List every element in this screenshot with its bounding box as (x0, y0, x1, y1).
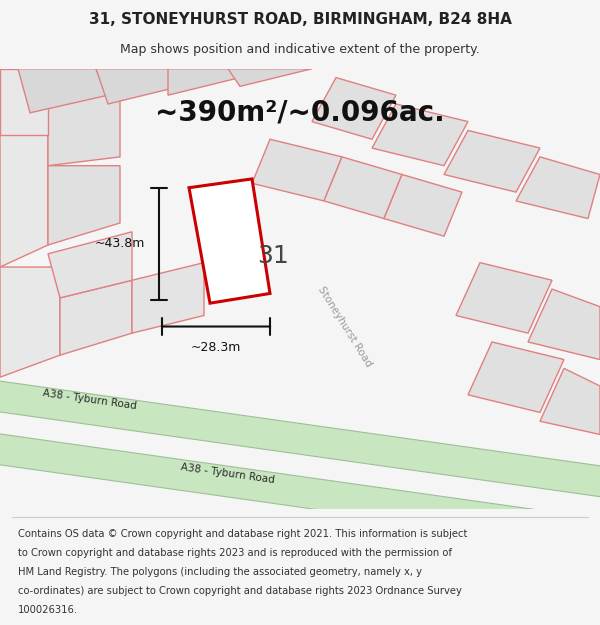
Polygon shape (189, 179, 270, 303)
Polygon shape (384, 174, 462, 236)
Text: Stoneyhurst Road: Stoneyhurst Road (316, 284, 374, 369)
Polygon shape (0, 135, 48, 267)
Polygon shape (0, 267, 60, 378)
Polygon shape (48, 91, 120, 166)
Polygon shape (48, 166, 120, 245)
Polygon shape (0, 69, 48, 135)
Polygon shape (0, 432, 600, 551)
Text: 100026316.: 100026316. (18, 606, 78, 616)
Polygon shape (516, 157, 600, 219)
Text: Contains OS data © Crown copyright and database right 2021. This information is : Contains OS data © Crown copyright and d… (18, 529, 467, 539)
Polygon shape (528, 289, 600, 359)
Polygon shape (228, 69, 312, 86)
Polygon shape (60, 280, 132, 355)
Text: 31: 31 (257, 244, 289, 268)
Polygon shape (540, 368, 600, 434)
Text: ~390m²/~0.096ac.: ~390m²/~0.096ac. (155, 99, 445, 127)
Text: 31, STONEYHURST ROAD, BIRMINGHAM, B24 8HA: 31, STONEYHURST ROAD, BIRMINGHAM, B24 8H… (89, 12, 511, 27)
Text: A38 - Tyburn Road: A38 - Tyburn Road (180, 462, 275, 486)
Text: A38 - Tyburn Road: A38 - Tyburn Road (42, 389, 137, 412)
Polygon shape (168, 69, 240, 95)
Text: ~43.8m: ~43.8m (95, 238, 145, 251)
Text: Map shows position and indicative extent of the property.: Map shows position and indicative extent… (120, 43, 480, 56)
Text: ~28.3m: ~28.3m (191, 341, 241, 354)
Polygon shape (312, 78, 396, 139)
Polygon shape (18, 69, 108, 113)
Polygon shape (48, 232, 132, 298)
Polygon shape (0, 379, 600, 498)
Polygon shape (132, 262, 204, 333)
Polygon shape (324, 157, 402, 219)
Polygon shape (372, 104, 468, 166)
Polygon shape (468, 342, 564, 412)
Text: to Crown copyright and database rights 2023 and is reproduced with the permissio: to Crown copyright and database rights 2… (18, 548, 452, 558)
Polygon shape (444, 131, 540, 192)
Polygon shape (96, 69, 180, 104)
Polygon shape (252, 139, 342, 201)
Polygon shape (456, 262, 552, 333)
Text: co-ordinates) are subject to Crown copyright and database rights 2023 Ordnance S: co-ordinates) are subject to Crown copyr… (18, 586, 462, 596)
Text: HM Land Registry. The polygons (including the associated geometry, namely x, y: HM Land Registry. The polygons (includin… (18, 568, 422, 578)
